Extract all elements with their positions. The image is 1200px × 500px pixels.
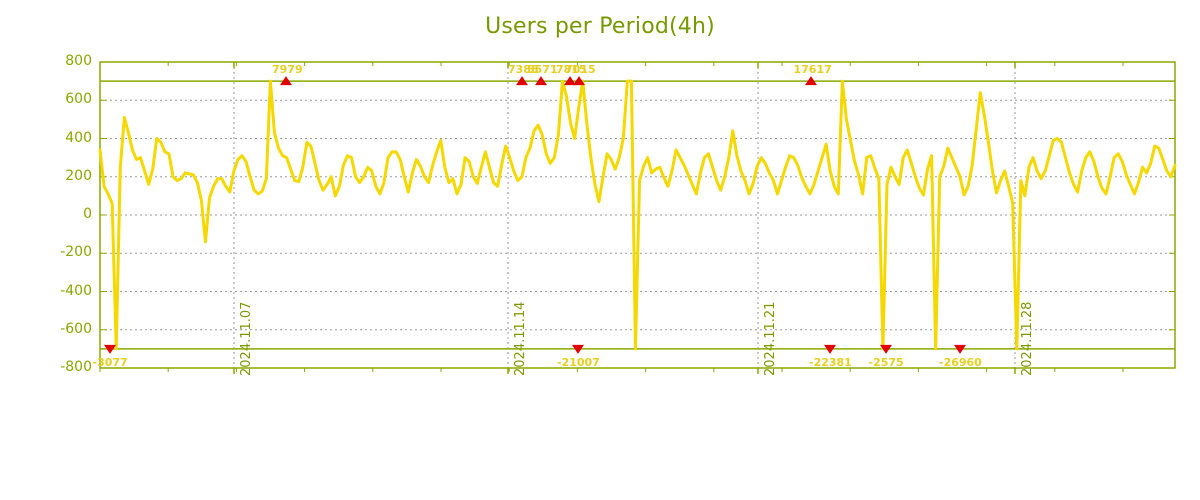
clip-lines (100, 80, 1175, 350)
outlier-value-label: 7979 (272, 63, 303, 77)
y-tick-label: -200 (60, 244, 92, 261)
series-line-users-per-period (98, 79, 1177, 351)
outlier-value-label: 5571 (527, 63, 558, 77)
y-tick-label: -400 (60, 282, 92, 299)
y-tick-label: 400 (65, 129, 92, 146)
outlier-value-label: 17617 (793, 63, 832, 77)
outlier-markers (104, 76, 966, 354)
y-tick-label: 0 (83, 206, 92, 222)
outlier-value-label: 7385 (508, 63, 539, 77)
outlier-value-label: 7015 (565, 63, 596, 77)
outlier-value-label: 7815 (556, 63, 587, 77)
y-tick-label: 200 (65, 167, 92, 184)
outlier-value-label: -26960 (939, 355, 982, 369)
y-tick-label: -600 (60, 320, 92, 337)
y-tick-label: 600 (65, 91, 92, 108)
chart-svg (98, 61, 1177, 374)
chart-title: Users per Period(4h) (485, 14, 715, 39)
outlier-value-label: -2575 (868, 355, 904, 369)
outlier-value-label: -22381 (809, 355, 852, 369)
axis-ticks (99, 61, 1175, 374)
outlier-value-label: -21007 (557, 355, 600, 369)
y-tick-label: 800 (65, 53, 92, 69)
plot-area (98, 61, 1177, 374)
outlier-value-label: -3077 (92, 355, 128, 369)
gridlines (100, 62, 1175, 368)
y-tick-label: -800 (60, 359, 92, 375)
